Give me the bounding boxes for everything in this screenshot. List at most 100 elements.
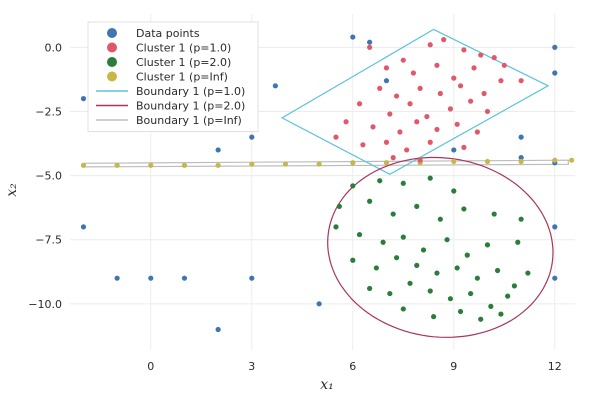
- data-point: [356, 101, 363, 107]
- data-point: [437, 216, 443, 222]
- data-point: [457, 308, 464, 315]
- data-point: [249, 275, 255, 281]
- data-point: [525, 270, 531, 276]
- data-point: [148, 275, 154, 281]
- boundary-line: [280, 28, 550, 175]
- x-tick-label: 3: [248, 360, 255, 373]
- legend-label: Data points: [136, 27, 200, 40]
- data-point: [387, 290, 393, 297]
- data-point: [360, 142, 366, 148]
- data-point: [356, 231, 363, 238]
- x-tick-label: 12: [548, 360, 562, 373]
- data-point: [457, 83, 464, 89]
- data-point: [444, 237, 450, 243]
- data-point: [181, 162, 188, 168]
- data-point: [498, 311, 504, 317]
- data-point: [400, 306, 406, 312]
- x-tick-label: 6: [349, 360, 356, 373]
- data-point: [114, 162, 120, 168]
- legend-label: Boundary 1 (p=Inf): [136, 114, 242, 127]
- data-point: [215, 162, 221, 168]
- data-point: [427, 175, 433, 181]
- data-point: [400, 57, 406, 63]
- data-point: [420, 247, 427, 253]
- data-point: [336, 203, 342, 209]
- data-point: [316, 301, 322, 307]
- data-point: [390, 211, 396, 217]
- data-point: [367, 285, 373, 292]
- data-point: [518, 78, 524, 84]
- legend-marker: [107, 57, 117, 67]
- data-point: [400, 234, 406, 240]
- data-point: [518, 155, 524, 161]
- data-point: [333, 134, 339, 140]
- data-point: [414, 203, 420, 209]
- legend-label: Boundary 1 (p=2.0): [136, 100, 245, 113]
- y-tick-label: −10.0: [28, 298, 62, 311]
- data-point: [343, 119, 349, 125]
- series-4: [80, 157, 575, 168]
- y-axis-label: x₂: [4, 183, 20, 197]
- data-point: [552, 44, 558, 50]
- data-point: [350, 34, 356, 40]
- data-point: [282, 161, 289, 167]
- y-tick-label: −2.5: [35, 105, 62, 118]
- data-point: [471, 65, 477, 71]
- x-axis-label: x₁: [320, 377, 334, 393]
- series-3: [333, 175, 531, 322]
- data-point: [410, 70, 416, 76]
- data-point: [80, 96, 87, 102]
- data-point: [383, 160, 390, 166]
- data-point: [373, 265, 379, 271]
- data-point: [367, 198, 373, 204]
- data-point: [350, 257, 356, 263]
- data-point: [518, 134, 524, 140]
- series-layer: [80, 28, 575, 338]
- data-point: [249, 161, 255, 167]
- data-point: [404, 147, 410, 153]
- data-point: [484, 158, 491, 165]
- data-point: [181, 275, 188, 281]
- data-point: [316, 161, 322, 167]
- x-tick-label: 9: [450, 360, 457, 373]
- data-point: [474, 129, 480, 135]
- legend-label: Cluster 1 (p=2.0): [136, 56, 231, 69]
- data-point: [80, 224, 87, 230]
- data-point: [427, 42, 433, 48]
- data-point: [414, 119, 420, 125]
- x-tick-label: 0: [147, 360, 154, 373]
- data-point: [451, 147, 457, 153]
- data-point: [447, 106, 454, 112]
- data-point: [424, 113, 430, 120]
- boundary-line: [82, 159, 569, 168]
- data-point: [501, 62, 507, 68]
- data-point: [350, 160, 356, 166]
- data-point: [461, 47, 467, 53]
- y-tick-label: −5.0: [35, 170, 62, 183]
- legend-marker: [107, 28, 117, 38]
- data-point: [484, 108, 491, 115]
- data-point: [350, 183, 356, 189]
- data-point: [431, 314, 437, 320]
- data-point: [400, 180, 406, 186]
- data-point: [488, 303, 494, 309]
- data-point: [383, 65, 390, 71]
- series-5: [280, 28, 550, 175]
- data-point: [451, 75, 457, 81]
- series-2: [333, 37, 524, 163]
- y-tick-label: 0.0: [45, 41, 63, 54]
- tick-labels: 0 3 6 9 12 0.0 −2.5 −5.0 −7.5 −10.0: [28, 41, 562, 373]
- data-point: [383, 78, 390, 84]
- data-point: [451, 158, 457, 165]
- legend-label: Boundary 1 (p=1.0): [136, 85, 245, 98]
- data-point: [552, 157, 558, 163]
- data-point: [215, 147, 221, 153]
- data-point: [437, 90, 443, 97]
- data-point: [461, 206, 467, 212]
- series-7: [82, 159, 569, 168]
- data-point: [333, 224, 339, 230]
- data-point: [481, 90, 487, 97]
- data-point: [552, 275, 558, 281]
- data-point: [387, 111, 393, 117]
